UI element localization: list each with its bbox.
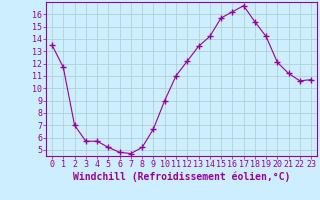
- X-axis label: Windchill (Refroidissement éolien,°C): Windchill (Refroidissement éolien,°C): [73, 172, 290, 182]
